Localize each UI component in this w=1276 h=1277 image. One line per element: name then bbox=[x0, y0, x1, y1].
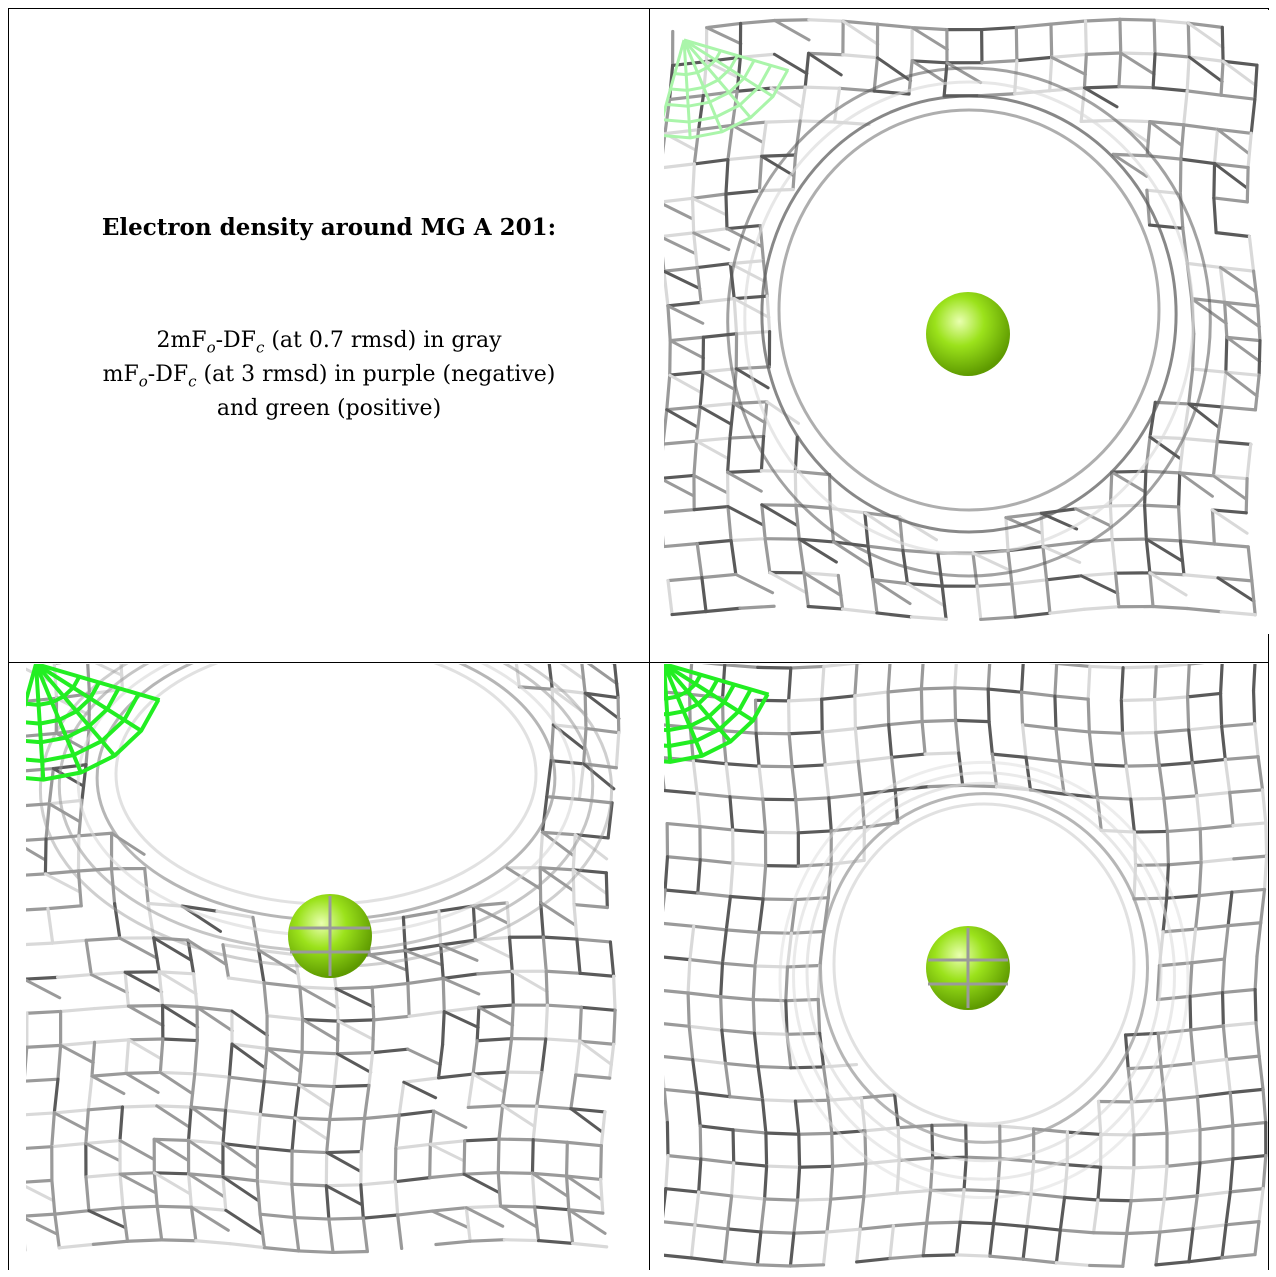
magnesium-ion-sphere-icon bbox=[288, 894, 372, 978]
caption-text: (at 0.7 rmsd) in gray bbox=[264, 328, 502, 353]
caption-text: mF bbox=[102, 362, 139, 387]
caption-text: -DF bbox=[215, 328, 256, 353]
caption-subscript: c bbox=[188, 372, 197, 391]
table-border-top bbox=[8, 8, 1269, 9]
caption-line-3: and green (positive) bbox=[216, 396, 442, 421]
table-border-middle bbox=[8, 662, 1269, 663]
caption-cell: Electron density around MG A 201: 2mFo-D… bbox=[9, 9, 649, 662]
figure-table: Electron density around MG A 201: 2mFo-D… bbox=[8, 8, 1269, 1270]
caption-text: 2mF bbox=[156, 328, 207, 353]
density-mesh-svg bbox=[664, 17, 1262, 622]
table-border-center bbox=[649, 8, 650, 1270]
caption-subscript: o bbox=[138, 372, 148, 391]
caption-subscript: c bbox=[255, 338, 265, 357]
density-mesh-svg bbox=[26, 664, 621, 1255]
density-view-bottom-right bbox=[664, 664, 1268, 1270]
magnesium-ion-sphere-icon bbox=[926, 926, 1010, 1010]
density-mesh-2fofc bbox=[664, 17, 1262, 622]
caption-text: (at 3 rmsd) in purple (negative) bbox=[196, 362, 556, 387]
caption-line-2: mFo-DFc (at 3 rmsd) in purple (negative) bbox=[9, 358, 649, 392]
density-mesh-svg bbox=[664, 664, 1268, 1268]
positive-difference-density bbox=[26, 664, 161, 782]
caption-title: Electron density around MG A 201: bbox=[101, 214, 557, 241]
table-border-right bbox=[1268, 8, 1269, 1270]
table-border-left bbox=[8, 8, 9, 1270]
magnesium-ion-sphere-icon bbox=[926, 292, 1010, 376]
positive-difference-density bbox=[664, 38, 790, 140]
caption-body: 2mFo-DFc (at 0.7 rmsd) in gray mFo-DFc (… bbox=[9, 324, 649, 426]
density-view-top-right bbox=[664, 10, 1270, 634]
positive-difference-density bbox=[664, 664, 770, 764]
density-view-bottom-left bbox=[26, 664, 633, 1270]
caption-subscript: o bbox=[206, 338, 216, 357]
caption-line-1: 2mFo-DFc (at 0.7 rmsd) in gray bbox=[9, 324, 649, 358]
caption-text: -DF bbox=[147, 362, 189, 387]
density-mesh-2fofc bbox=[664, 664, 1268, 1268]
